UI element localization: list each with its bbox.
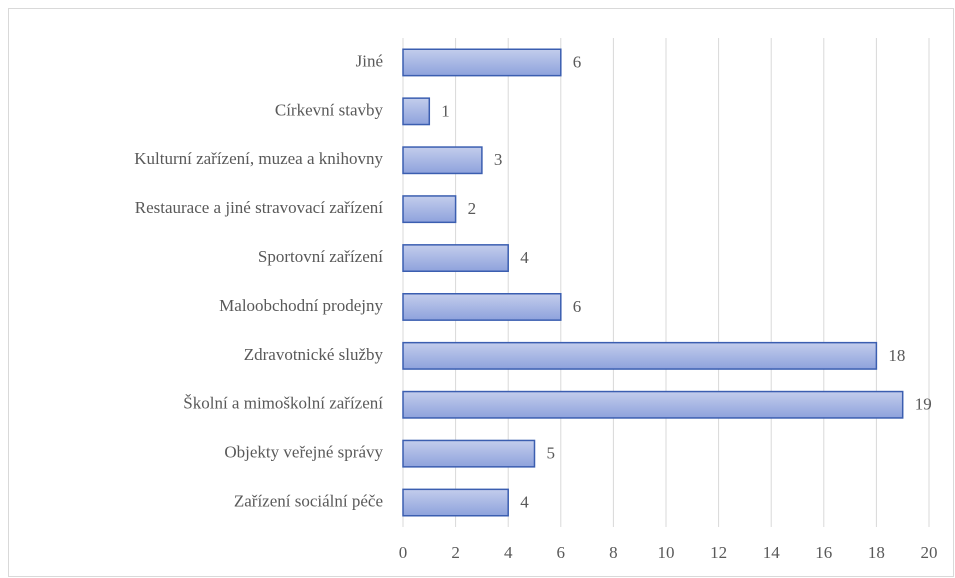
x-tick-label: 18	[868, 543, 885, 562]
bar	[402, 439, 536, 468]
x-tick-label: 6	[557, 543, 566, 562]
value-label: 19	[915, 395, 932, 414]
bar	[402, 48, 562, 77]
x-tick-label: 0	[399, 543, 408, 562]
x-tick-label: 14	[763, 543, 781, 562]
y-tick-label: Restaurace a jiné stravovací zařízení	[135, 198, 384, 217]
chart-border	[8, 8, 954, 577]
y-tick-label: Církevní stavby	[275, 100, 384, 119]
value-label: 18	[888, 346, 905, 365]
value-label: 6	[573, 52, 582, 71]
y-tick-label: Jiné	[356, 51, 383, 70]
y-tick-label: Zařízení sociální péče	[234, 491, 383, 510]
bar	[402, 195, 457, 224]
bar	[402, 146, 483, 175]
bar	[402, 97, 431, 126]
x-tick-label: 4	[504, 543, 513, 562]
value-label: 6	[573, 297, 582, 316]
value-label: 4	[520, 492, 529, 511]
bar	[402, 341, 878, 370]
y-tick-label: Sportovní zařízení	[258, 247, 383, 266]
y-tick-label: Objekty veřejné správy	[224, 443, 383, 462]
bar	[402, 390, 904, 419]
bar	[402, 244, 509, 273]
x-tick-label: 12	[710, 543, 727, 562]
value-label: 4	[520, 248, 529, 267]
value-label: 3	[494, 150, 503, 169]
value-label: 5	[547, 444, 556, 463]
y-tick-label: Školní a mimoškolní zařízení	[183, 394, 383, 413]
y-tick-label: Maloobchodní prodejny	[219, 296, 383, 315]
x-tick-label: 10	[658, 543, 675, 562]
x-tick-label: 8	[609, 543, 618, 562]
value-label: 1	[441, 101, 450, 120]
bar	[402, 292, 562, 321]
y-tick-label: Kulturní zařízení, muzea a knihovny	[134, 149, 383, 168]
x-tick-label: 20	[921, 543, 938, 562]
x-tick-label: 2	[451, 543, 460, 562]
bar	[402, 488, 509, 517]
x-tick-label: 16	[815, 543, 832, 562]
y-tick-label: Zdravotnické služby	[244, 345, 384, 364]
value-label: 2	[468, 199, 477, 218]
